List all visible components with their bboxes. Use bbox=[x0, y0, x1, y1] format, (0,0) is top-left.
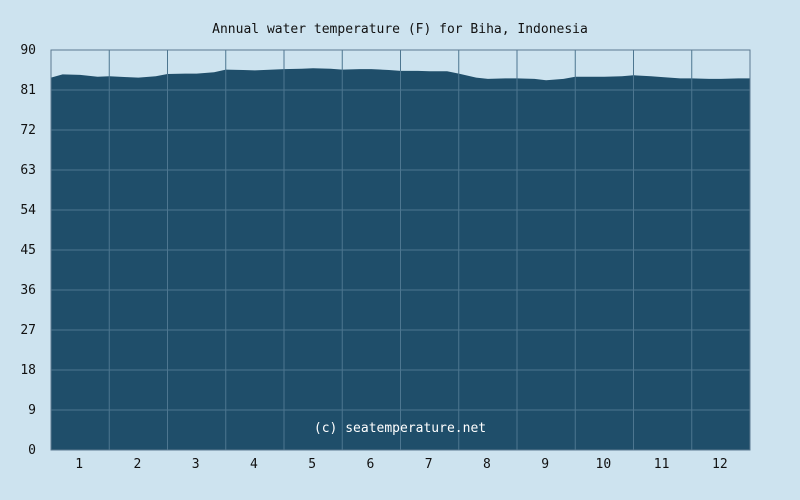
x-axis-ticks: 1 2 3 4 5 6 7 8 9 10 11 12 bbox=[75, 457, 727, 472]
y-tick-label: 90 bbox=[20, 43, 36, 58]
y-tick-label: 36 bbox=[20, 283, 36, 298]
x-tick-label: 5 bbox=[308, 457, 316, 472]
x-tick-label: 11 bbox=[654, 457, 670, 472]
x-tick-label: 8 bbox=[483, 457, 491, 472]
y-tick-label: 63 bbox=[20, 163, 36, 178]
x-tick-label: 7 bbox=[425, 457, 433, 472]
x-tick-label: 1 bbox=[75, 457, 83, 472]
y-tick-label: 81 bbox=[20, 83, 36, 98]
chart-title: Annual water temperature (F) for Biha, I… bbox=[212, 22, 588, 37]
y-tick-label: 9 bbox=[28, 403, 36, 418]
x-tick-label: 12 bbox=[712, 457, 728, 472]
y-tick-label: 54 bbox=[20, 203, 36, 218]
y-tick-label: 72 bbox=[20, 123, 36, 138]
x-tick-label: 3 bbox=[192, 457, 200, 472]
x-tick-label: 2 bbox=[133, 457, 141, 472]
y-tick-label: 45 bbox=[20, 243, 36, 258]
plot-border bbox=[50, 49, 751, 451]
x-tick-label: 9 bbox=[541, 457, 549, 472]
y-tick-label: 27 bbox=[20, 323, 36, 338]
grid bbox=[51, 50, 750, 450]
watermark: (c) seatemperature.net bbox=[314, 421, 486, 436]
y-axis-ticks: 0 9 18 27 36 45 54 63 72 81 90 bbox=[20, 43, 36, 458]
x-tick-label: 6 bbox=[366, 457, 374, 472]
y-tick-label: 18 bbox=[20, 363, 36, 378]
x-tick-label: 4 bbox=[250, 457, 258, 472]
y-tick-label: 0 bbox=[28, 443, 36, 458]
x-tick-label: 10 bbox=[596, 457, 612, 472]
